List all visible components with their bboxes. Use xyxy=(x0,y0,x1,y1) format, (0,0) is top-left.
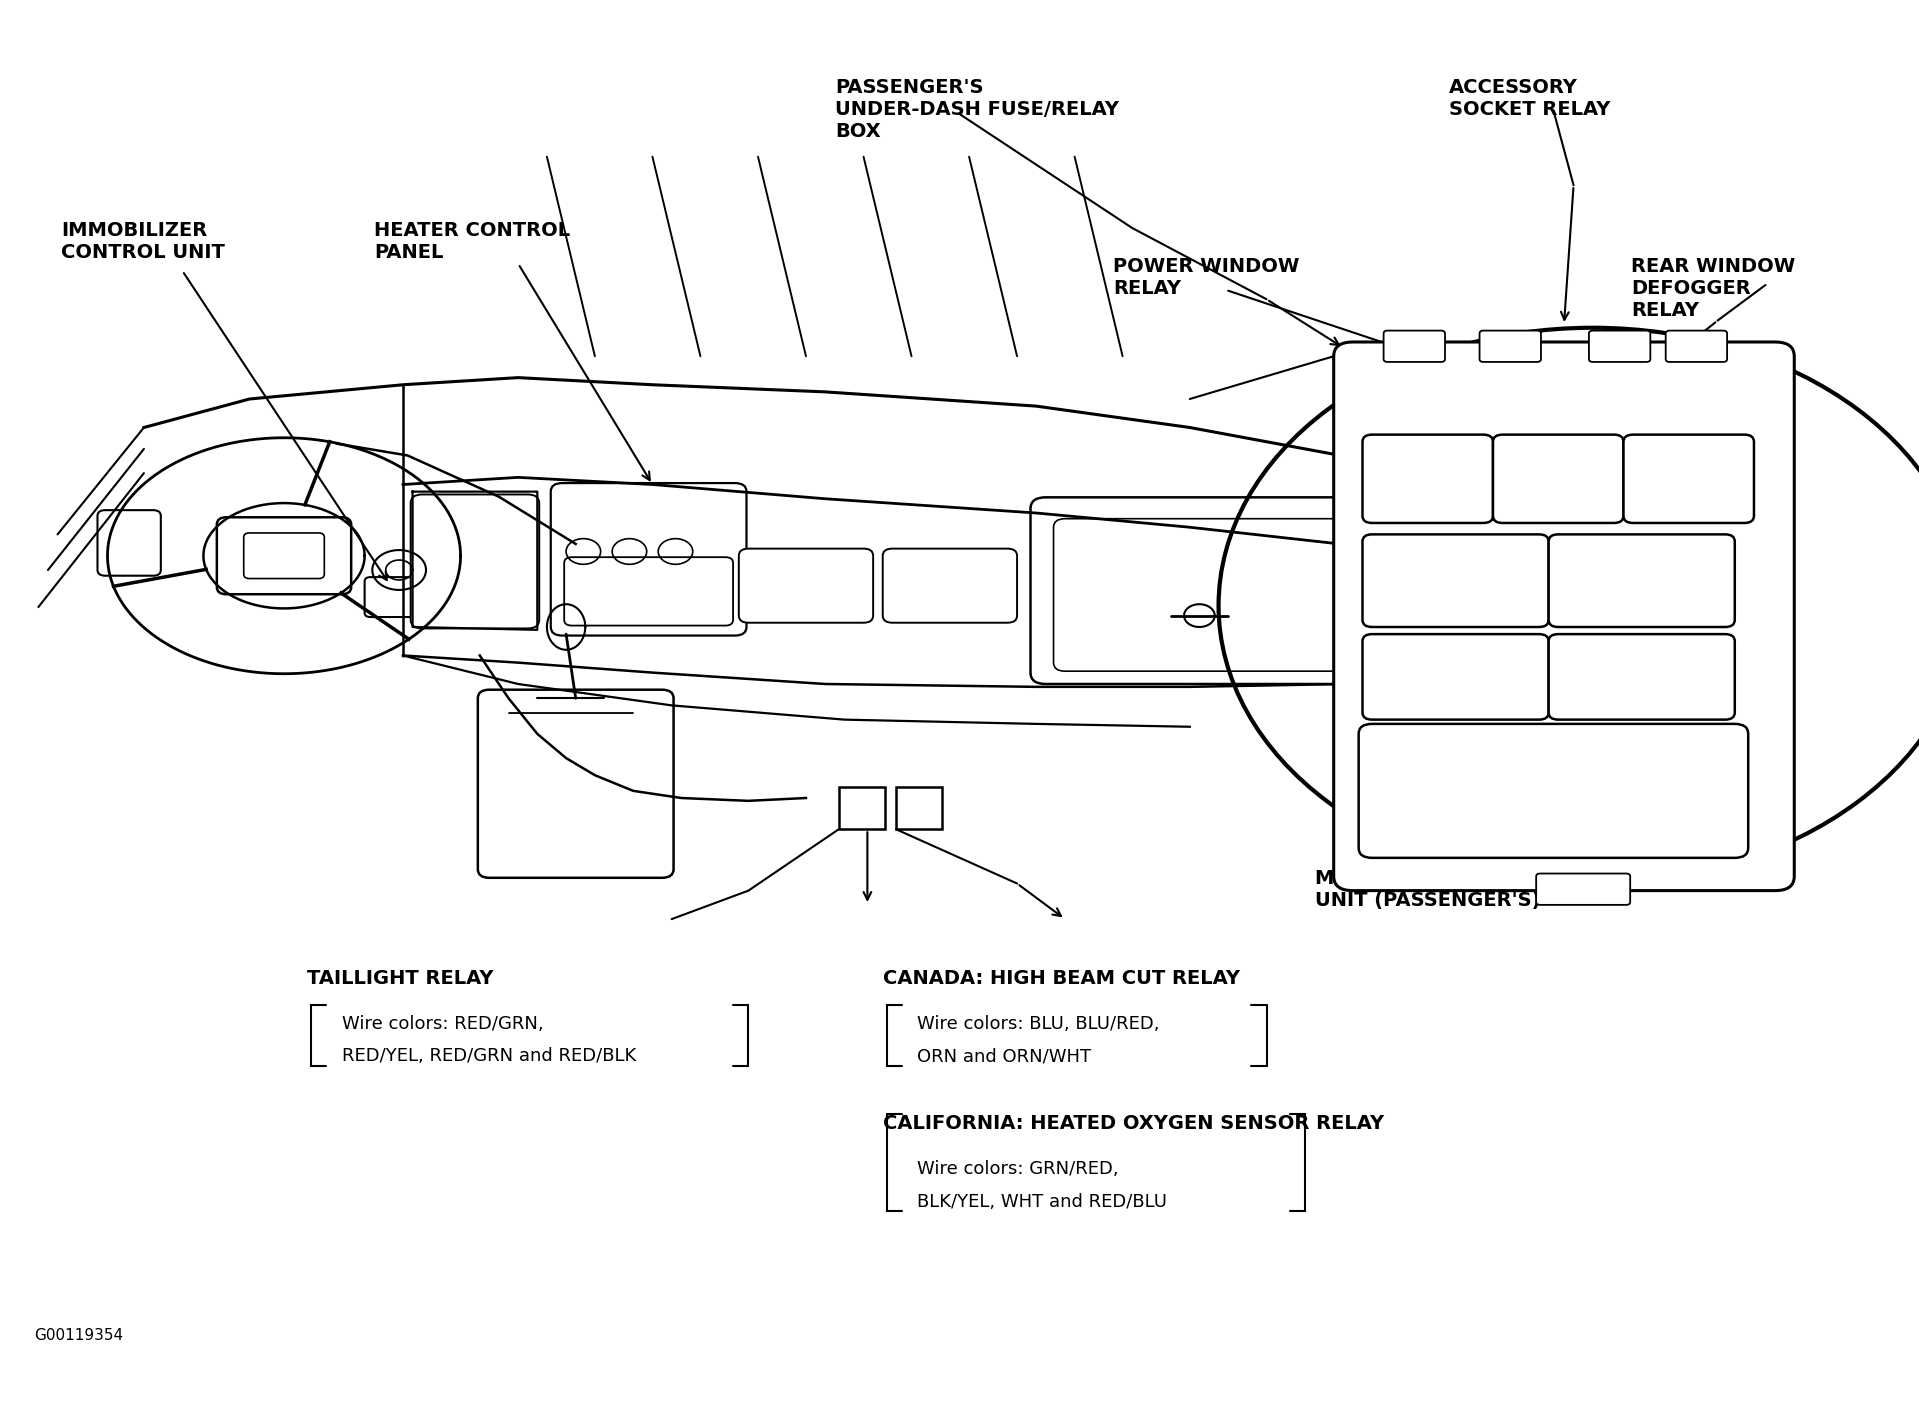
Text: CANADA: HIGH BEAM CUT RELAY: CANADA: HIGH BEAM CUT RELAY xyxy=(883,969,1240,988)
FancyBboxPatch shape xyxy=(478,690,674,878)
FancyBboxPatch shape xyxy=(739,549,873,623)
FancyBboxPatch shape xyxy=(1480,331,1541,362)
Text: ACCESSORY
SOCKET RELAY: ACCESSORY SOCKET RELAY xyxy=(1449,78,1610,120)
Text: BLK/YEL, WHT and RED/BLU: BLK/YEL, WHT and RED/BLU xyxy=(917,1193,1167,1211)
FancyBboxPatch shape xyxy=(1334,342,1794,891)
Text: HEATER CONTROL
PANEL: HEATER CONTROL PANEL xyxy=(374,221,570,262)
FancyBboxPatch shape xyxy=(1384,331,1445,362)
FancyBboxPatch shape xyxy=(1666,331,1727,362)
FancyBboxPatch shape xyxy=(1362,534,1549,627)
FancyBboxPatch shape xyxy=(98,510,161,576)
Bar xyxy=(896,787,942,829)
Text: REAR WINDOW
DEFOGGER
RELAY: REAR WINDOW DEFOGGER RELAY xyxy=(1631,256,1796,319)
FancyBboxPatch shape xyxy=(1054,519,1384,671)
FancyBboxPatch shape xyxy=(1549,534,1735,627)
Text: G00119354: G00119354 xyxy=(35,1328,123,1344)
Text: Wire colors: GRN/RED,: Wire colors: GRN/RED, xyxy=(917,1160,1119,1178)
Text: ORN and ORN/WHT: ORN and ORN/WHT xyxy=(917,1047,1092,1066)
Bar xyxy=(839,787,885,829)
Text: MULTIPLEX CONTROL
UNIT (PASSENGER'S): MULTIPLEX CONTROL UNIT (PASSENGER'S) xyxy=(1315,869,1545,911)
FancyBboxPatch shape xyxy=(1589,331,1650,362)
FancyBboxPatch shape xyxy=(1031,497,1407,684)
FancyBboxPatch shape xyxy=(1362,435,1493,523)
FancyBboxPatch shape xyxy=(564,557,733,626)
FancyBboxPatch shape xyxy=(1535,874,1631,905)
FancyBboxPatch shape xyxy=(883,549,1017,623)
Text: Wire colors: RED/GRN,: Wire colors: RED/GRN, xyxy=(342,1015,543,1033)
FancyBboxPatch shape xyxy=(551,483,746,636)
FancyBboxPatch shape xyxy=(1362,634,1549,720)
FancyBboxPatch shape xyxy=(365,577,434,617)
Text: PASSENGER'S
UNDER-DASH FUSE/RELAY
BOX: PASSENGER'S UNDER-DASH FUSE/RELAY BOX xyxy=(835,78,1119,141)
FancyBboxPatch shape xyxy=(244,533,324,579)
Text: POWER WINDOW
RELAY: POWER WINDOW RELAY xyxy=(1113,256,1299,298)
Text: TAILLIGHT RELAY: TAILLIGHT RELAY xyxy=(307,969,493,988)
FancyBboxPatch shape xyxy=(1493,435,1623,523)
FancyBboxPatch shape xyxy=(1549,634,1735,720)
Text: Wire colors: BLU, BLU/RED,: Wire colors: BLU, BLU/RED, xyxy=(917,1015,1159,1033)
FancyBboxPatch shape xyxy=(1359,724,1748,858)
FancyBboxPatch shape xyxy=(217,517,351,594)
FancyBboxPatch shape xyxy=(411,494,539,628)
FancyBboxPatch shape xyxy=(1623,435,1754,523)
Text: CALIFORNIA: HEATED OXYGEN SENSOR RELAY: CALIFORNIA: HEATED OXYGEN SENSOR RELAY xyxy=(883,1114,1384,1133)
Text: RED/YEL, RED/GRN and RED/BLK: RED/YEL, RED/GRN and RED/BLK xyxy=(342,1047,635,1066)
Text: IMMOBILIZER
CONTROL UNIT: IMMOBILIZER CONTROL UNIT xyxy=(61,221,225,262)
